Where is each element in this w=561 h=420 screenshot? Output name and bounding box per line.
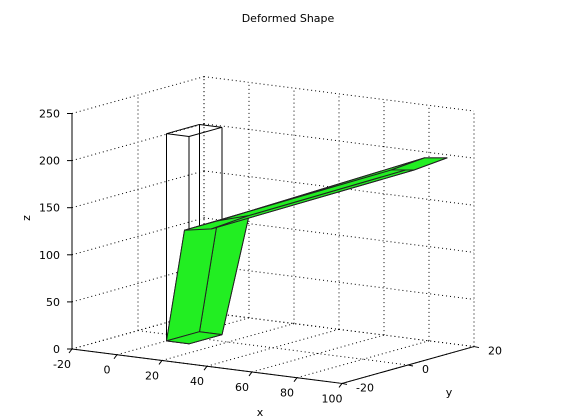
undeformed-edge [167,134,190,137]
x-tick-label: 40 [190,375,204,388]
x-tick-label: 100 [322,392,343,405]
z-tick-label: 150 [39,202,60,215]
deformed-tip-face [392,158,448,170]
x-tick-mark [69,349,72,353]
undeformed-edge [189,127,222,136]
y-tick-mark [474,347,479,348]
side-wall-grid-line [72,124,204,161]
deformed-upper-segment-face [185,158,425,230]
z-tick-label: 50 [46,296,60,309]
z-tick-label: 200 [39,155,60,168]
x-tick-mark [249,372,252,376]
undeformed-edge [200,124,223,127]
z-tick-label: 100 [39,249,60,262]
chart-title: Deformed Shape [242,12,335,25]
z-tick-label: 0 [53,343,60,356]
y-tick-label: -20 [356,381,374,394]
y-tick-mark [342,383,347,384]
y-tick-label: 20 [488,345,502,358]
y-tick-label: 0 [422,363,429,376]
back-wall-grid-line [204,265,474,299]
deformed-shape [167,158,448,344]
x-tick-label: 0 [104,364,111,377]
x-tick-label: 20 [145,369,159,382]
y-tick-mark [408,365,413,366]
x-tick-label: -20 [53,358,71,371]
y-axis-label: y [446,386,453,399]
x-tick-mark [204,366,207,370]
x-tick-mark [159,360,162,364]
z-axis-label: z [20,215,33,221]
x-tick-label: 80 [280,387,294,400]
side-wall-grid-line [72,77,204,114]
x-tick-mark [294,378,297,382]
plot-grid [72,77,474,384]
z-tick-label: 250 [39,108,60,121]
x-axis-label: x [257,406,264,419]
x-tick-mark [114,355,117,359]
plot-axes [67,114,479,388]
undeformed-edge [167,124,200,133]
back-wall-grid-line [204,77,474,111]
x-tick-label: 60 [235,381,249,394]
floor-grid-line [297,341,429,378]
x-tick-mark [339,383,342,387]
floor-grid-line [252,335,384,372]
